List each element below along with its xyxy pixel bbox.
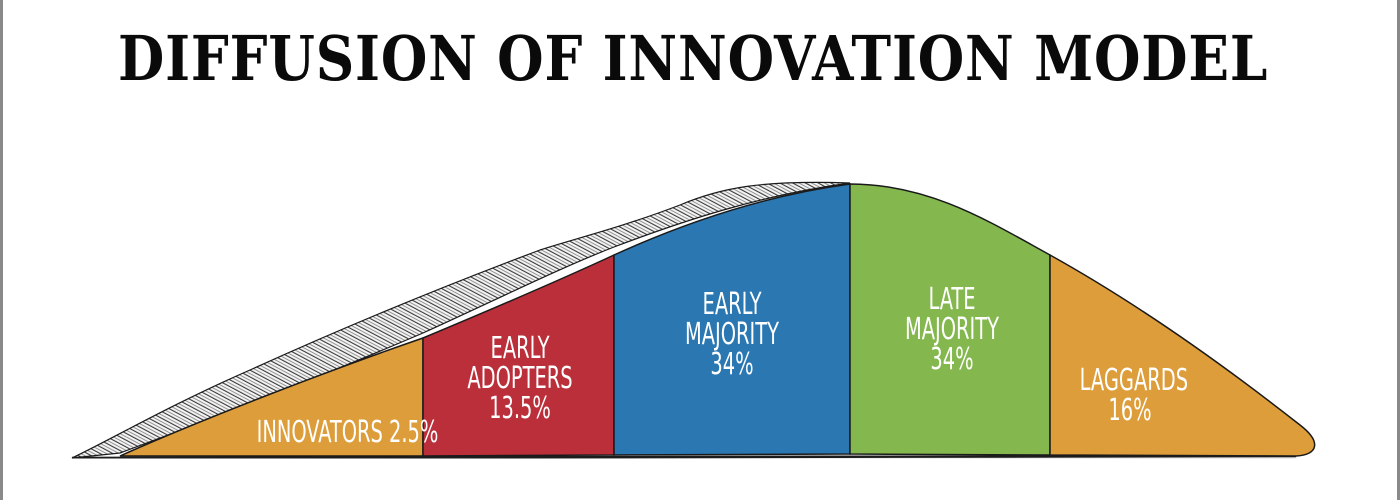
label-early-majority: EARLY MAJORITY 34% xyxy=(684,287,780,382)
label-early-adopters: EARLY ADOPTERS 13.5% xyxy=(467,331,573,426)
segment-innovators xyxy=(119,336,424,457)
label-innovators: INNOVATORS 2.5% xyxy=(256,415,439,450)
segment-laggards xyxy=(1049,253,1316,457)
label-laggards: LAGGARDS 16% xyxy=(1079,363,1189,428)
label-late-majority: LATE MAJORITY 34% xyxy=(904,282,1000,377)
curve-hatch-band xyxy=(71,181,851,459)
page-title: DIFFUSION OF INNOVATION MODEL xyxy=(118,22,1269,95)
baseline xyxy=(71,454,1297,460)
